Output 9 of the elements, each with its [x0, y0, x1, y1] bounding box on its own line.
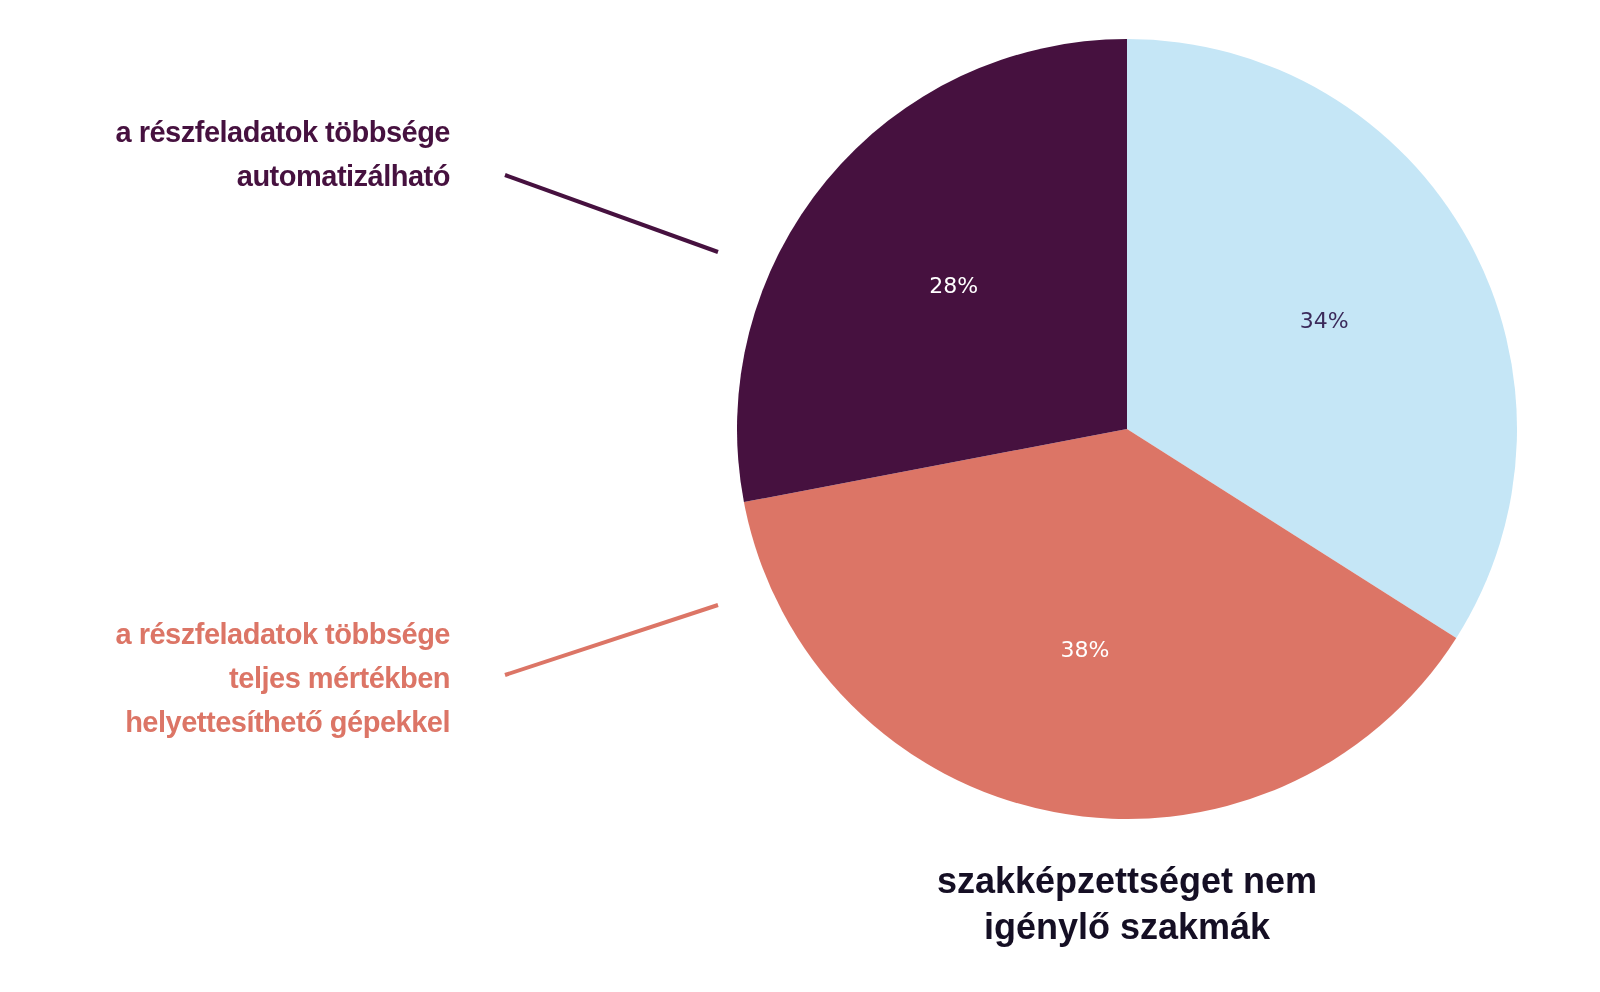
pie-slice	[1127, 39, 1517, 638]
data-label: 34%	[1299, 307, 1349, 333]
text: szakképzettséget nem igénylő szakmák	[935, 859, 1319, 949]
slice-label: a részfeladatok többsége teljes mértékben helyettesíthető gépekkel	[114, 617, 450, 740]
slice-label: a részfeladatok többsége automatizálható	[114, 115, 450, 194]
data-label: 28%	[929, 272, 979, 298]
data-label: 38%	[1060, 637, 1110, 663]
pie-slice	[743, 429, 1457, 819]
pie-slice	[737, 39, 1127, 503]
